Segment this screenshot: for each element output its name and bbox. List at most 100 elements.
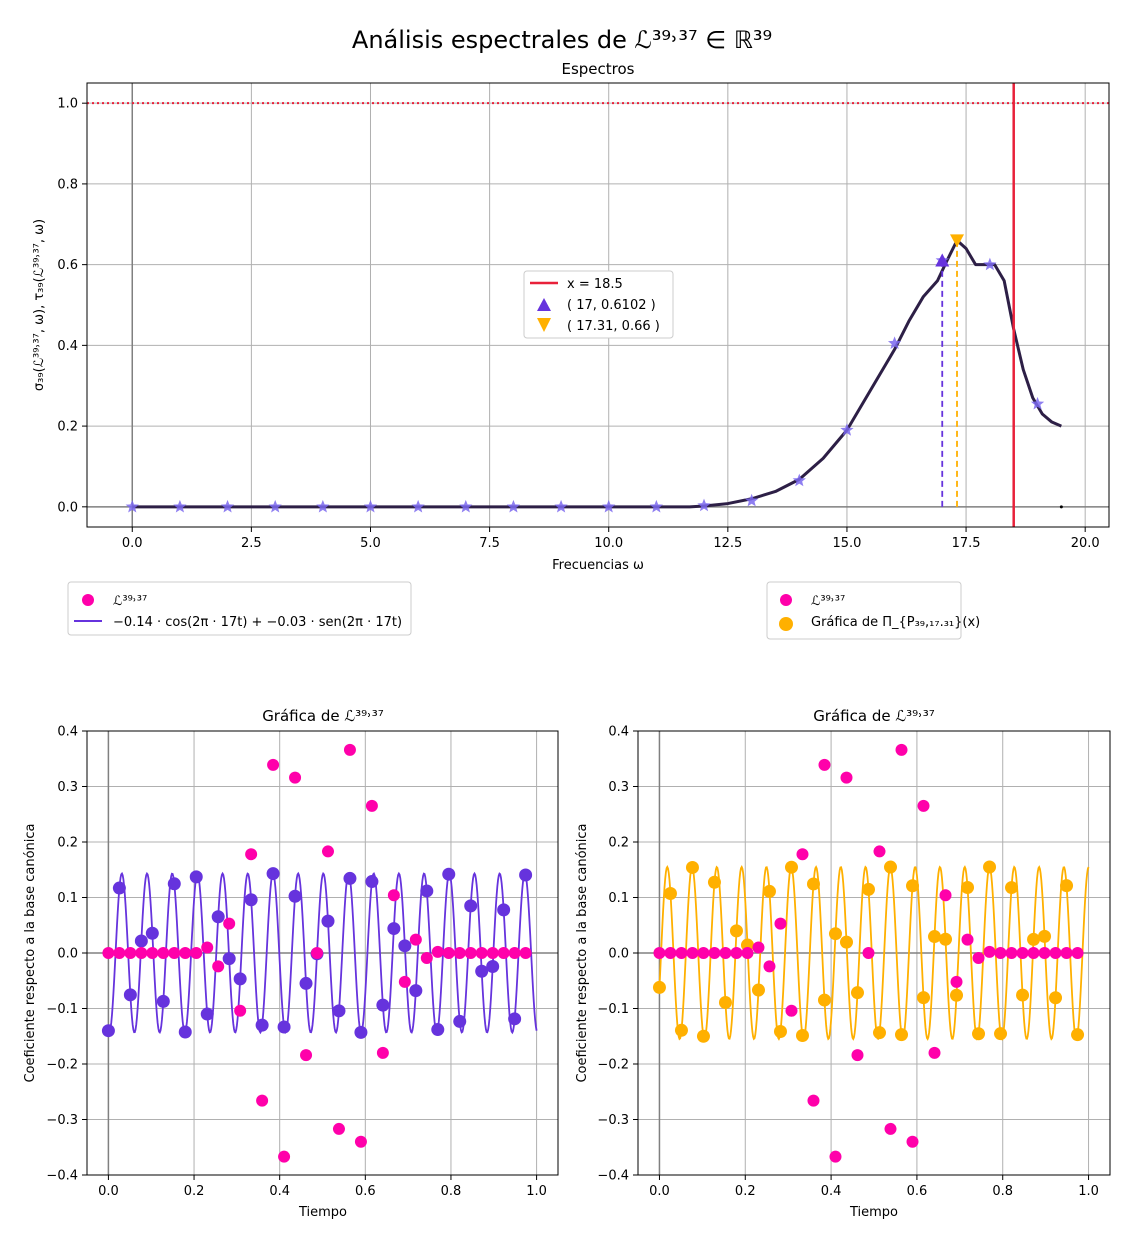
figure-suptitle: Análisis espectrales de ℒ³⁹˒³⁷ ∈ ℝ³⁹ — [352, 26, 772, 54]
x-tick-label: 0.8 — [992, 1184, 1013, 1199]
signal-point — [719, 947, 732, 959]
signal-point — [398, 975, 411, 988]
spectrum-star-point — [792, 473, 806, 487]
spectrum-star-point — [506, 499, 521, 513]
y-tick-label: 0.0 — [608, 947, 629, 962]
fit-sample-point — [718, 995, 732, 1009]
fit-sample-point — [994, 1027, 1008, 1041]
y-tick-label: −0.1 — [597, 1002, 629, 1017]
fit-sample-point — [519, 868, 533, 882]
signal-point — [785, 1004, 798, 1017]
time-left-chart: Gráfica de ℒ³⁹˒³⁷ Tiempo Coeficiente res… — [23, 707, 559, 1220]
fit-sample-point — [663, 886, 677, 900]
fit-sample-point — [1071, 1028, 1085, 1042]
x-tick-label: 0.8 — [441, 1184, 462, 1199]
y-tick-label: −0.3 — [597, 1113, 629, 1128]
y-tick-label: 1.0 — [57, 97, 78, 112]
y-tick-label: 0.1 — [57, 891, 78, 906]
fit-sample-point — [387, 922, 401, 936]
spectrum-star-point — [840, 423, 854, 436]
time-right-ticks: 0.0 0.2 0.4 0.6 0.8 1.0 −0.4 −0.3 −0.2 −0.1 0.0 0.1… — [597, 725, 1098, 1200]
fit-sample-point — [123, 988, 137, 1002]
spectrum-star-point — [1030, 396, 1045, 410]
signal-point — [420, 951, 433, 964]
y-tick-label: 0.8 — [57, 177, 78, 192]
fit-sample-point — [299, 976, 313, 990]
signal-point — [343, 743, 356, 756]
fit-sample-point — [453, 1014, 467, 1028]
signal-point — [157, 947, 170, 959]
signal-point — [300, 1049, 313, 1062]
signal-point — [983, 945, 996, 958]
fit-sample-point — [917, 991, 931, 1005]
fit-sample-point — [431, 1023, 445, 1037]
signal-point — [972, 951, 985, 964]
x-tick-label: 12.5 — [713, 536, 742, 551]
fit-sample-point — [178, 1025, 192, 1039]
signal-point — [442, 947, 455, 959]
spectrum-marks — [87, 83, 1109, 527]
x-tick-label: 0.0 — [122, 536, 143, 551]
signal-point — [697, 947, 710, 959]
signal-point — [752, 941, 765, 954]
fit-sample-point — [167, 877, 181, 891]
fit-sample-point — [1038, 929, 1052, 943]
fit-sample-point — [343, 871, 357, 885]
spectrum-end-point — [1059, 505, 1063, 509]
fit-sample-point — [707, 875, 721, 889]
signal-point — [994, 947, 1007, 959]
fit-sample-point — [376, 998, 390, 1012]
signal-point — [289, 771, 302, 784]
signal-point — [675, 947, 688, 959]
signal-point — [365, 799, 378, 812]
fit-sample-point — [828, 927, 842, 941]
spectrum-star-point — [697, 498, 711, 512]
time-left-ticks: 0.0 0.2 0.4 0.6 0.8 1.0 −0.4 −0.3 −0.2 −0.1 0.0 0.1… — [46, 725, 547, 1200]
fit-sample-point — [1049, 991, 1063, 1005]
signal-point — [818, 758, 831, 771]
x-tick-label: 15.0 — [832, 536, 861, 551]
fit-sample-point — [189, 870, 203, 884]
fit-sample-point — [156, 994, 170, 1008]
signal-point — [928, 1046, 941, 1059]
spectrum-star-point — [459, 499, 473, 513]
x-tick-label: 0.2 — [735, 1184, 756, 1199]
spectrum-curve — [132, 238, 1062, 509]
fit-sample-point — [211, 910, 225, 924]
x-tick-label: 0.6 — [907, 1184, 928, 1199]
signal-point — [1016, 947, 1029, 959]
right-legend-bigdot-swatch — [779, 617, 793, 631]
right-fit-legend-box — [766, 581, 962, 640]
fit-sample-point — [729, 924, 743, 938]
fit-sample-point — [784, 860, 798, 874]
fit-sample-point — [409, 984, 423, 998]
x-tick-label: 2.5 — [241, 536, 262, 551]
fit-sample-point — [101, 1024, 115, 1038]
signal-point — [1060, 947, 1073, 959]
signal-point — [409, 933, 422, 946]
x-tick-label: 0.0 — [98, 1184, 119, 1199]
y-tick-label: 0.0 — [57, 947, 78, 962]
x-tick-label: 0.0 — [649, 1184, 670, 1199]
fit-sample-point — [961, 880, 975, 894]
spectrum-star-point — [411, 499, 425, 513]
x-tick-label: 20.0 — [1071, 536, 1100, 551]
signal-point — [256, 1094, 269, 1107]
signal-point — [939, 889, 952, 902]
time-right-ylabel: Coeficiente respecto a la base canónica — [575, 823, 590, 1082]
fit-sample-point — [508, 1012, 522, 1026]
fit-sample-point — [674, 1023, 688, 1037]
fit-sample-point — [277, 1020, 291, 1034]
signal-point — [168, 947, 181, 959]
fit-sample-point — [685, 860, 699, 874]
fit-sample-point — [365, 875, 379, 889]
y-tick-label: 0.2 — [608, 836, 629, 851]
left-legend-line-label: −0.14 · cos(2π · 17t) + −0.03 · sen(2π ·… — [113, 615, 402, 630]
spectrum-legend-box — [523, 270, 674, 339]
fit-sample-point — [696, 1029, 710, 1043]
fit-sample-point — [652, 980, 666, 994]
spectrum-star-point — [363, 499, 378, 513]
fit-sample-point — [255, 1018, 269, 1032]
signal-point — [851, 1049, 864, 1062]
y-tick-label: 0.4 — [57, 725, 78, 740]
